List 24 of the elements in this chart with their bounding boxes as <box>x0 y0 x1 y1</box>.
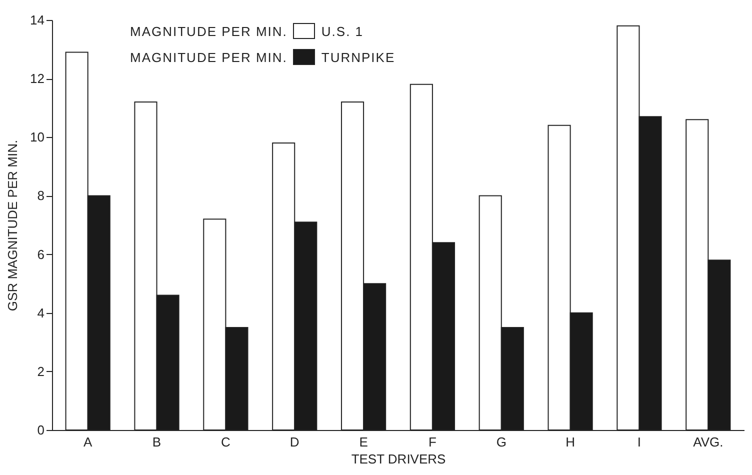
x-tick-label: AVG. <box>693 434 724 450</box>
y-tick-label: 8 <box>37 188 44 204</box>
legend-title: MAGNITUDE PER MIN. <box>130 24 288 38</box>
x-tick-label: C <box>220 434 230 450</box>
legend-label: TURNPIKE <box>321 50 396 64</box>
x-tick-label: A <box>84 434 93 450</box>
x-tick-label: G <box>496 434 506 450</box>
y-tick-label: 6 <box>37 246 44 262</box>
y-tick-label: 10 <box>30 130 44 145</box>
x-tick-label: D <box>290 434 300 450</box>
x-tick-label: I <box>637 434 642 450</box>
y-tick-label: 12 <box>30 71 44 86</box>
x-tick-label: F <box>428 434 436 450</box>
y-tick-label: 0 <box>37 422 44 438</box>
y-tick-label: 2 <box>37 364 44 379</box>
y-tick-label: 4 <box>37 305 44 320</box>
x-tick-label: H <box>566 434 576 450</box>
y-axis-title: GSR MAGNITUDE PER MIN. <box>5 140 20 312</box>
x-tick-label: E <box>359 434 368 450</box>
y-tick-label: 14 <box>30 12 44 28</box>
legend-label: U.S. 1 <box>321 24 364 38</box>
x-tick-label: B <box>152 434 162 450</box>
x-axis-title: TEST DRIVERS <box>351 452 446 466</box>
text: MAGNITUDE PER MIN. <box>130 50 288 64</box>
